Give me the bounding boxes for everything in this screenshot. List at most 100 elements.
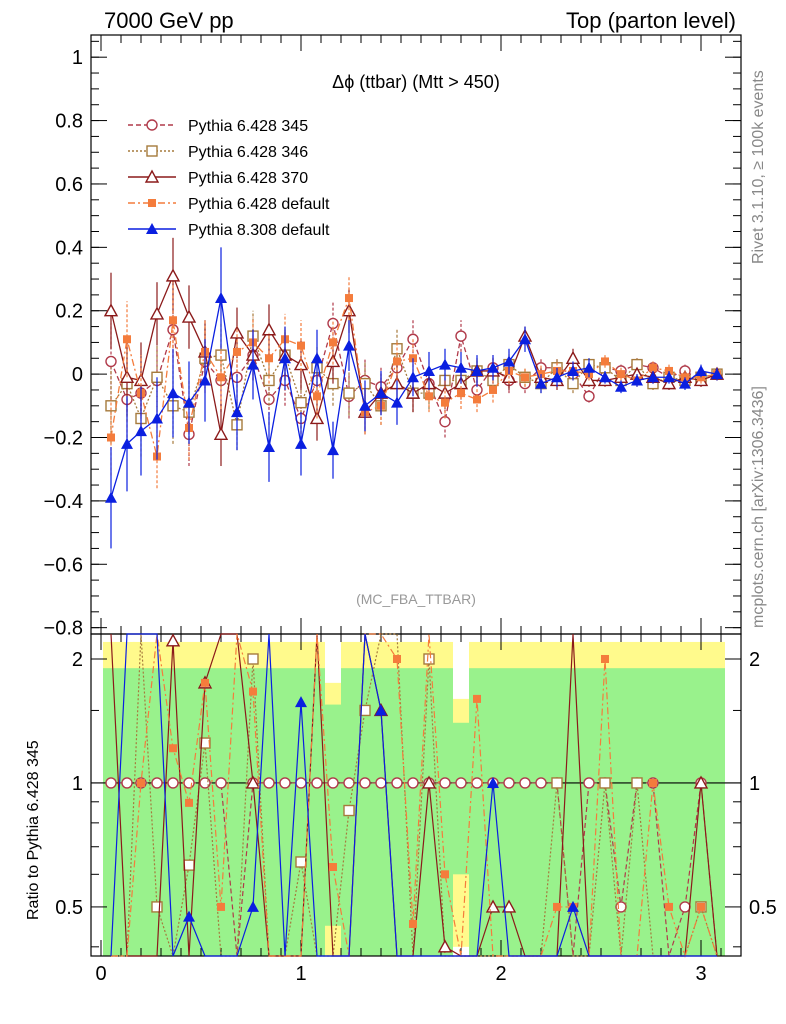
- data-point: [535, 377, 547, 389]
- ratio-point: [245, 775, 261, 789]
- data-point: [649, 363, 657, 372]
- data-point: [295, 396, 307, 409]
- ratio-y-tick-label: 1: [72, 773, 83, 795]
- ratio-point: [151, 901, 163, 913]
- ratio-point: [501, 899, 517, 913]
- band-inner: [229, 668, 245, 956]
- legend: Pythia 6.428 345 Pythia 6.428 346 Pythia 6…: [128, 118, 330, 239]
- data-point: [181, 309, 197, 323]
- band-inner: [709, 668, 725, 956]
- band-inner: [119, 668, 135, 956]
- data-point: [423, 364, 435, 376]
- y-tick-label: −0.2: [44, 428, 83, 450]
- data-point: [121, 437, 133, 449]
- legend-marker: [148, 199, 156, 207]
- ratio-point: [199, 777, 211, 789]
- band-inner: [261, 668, 277, 956]
- band-inner: [485, 668, 501, 956]
- ratio-series-3: [111, 633, 718, 958]
- data-point: [441, 398, 449, 407]
- x-tick-label: 1: [295, 963, 306, 985]
- ratio-line: [110, 633, 717, 957]
- band-inner: [213, 668, 229, 956]
- data-point: [359, 399, 371, 411]
- data-point: [487, 361, 499, 373]
- ratio-point: [199, 737, 211, 749]
- data-point: [343, 387, 355, 399]
- band-inner: [309, 668, 325, 956]
- ratio-point: [693, 775, 709, 789]
- ratio-point: [247, 653, 259, 665]
- data-point: [215, 349, 227, 361]
- x-tick-label: 2: [495, 963, 506, 985]
- data-point: [135, 425, 147, 437]
- data-point: [601, 357, 609, 366]
- band-inner: [629, 668, 645, 956]
- ratio-point: [151, 777, 163, 789]
- band-inner: [103, 668, 119, 956]
- ratio-point: [393, 654, 401, 663]
- data-point: [407, 333, 419, 345]
- ratio-point: [665, 902, 673, 911]
- data-point: [199, 374, 211, 386]
- series-2: [103, 237, 725, 467]
- data-point: [167, 387, 179, 399]
- ratio-point: [697, 902, 705, 911]
- data-point: [217, 373, 225, 382]
- ratio-point: [649, 778, 657, 787]
- ratio-point: [311, 777, 323, 789]
- band-inner: [277, 668, 293, 956]
- data-point: [489, 385, 497, 394]
- data-point: [583, 361, 595, 373]
- band-inner: [133, 668, 149, 956]
- ratio-point: [407, 777, 419, 789]
- ratio-point: [473, 694, 481, 703]
- ratio-point: [215, 777, 227, 789]
- data-point: [455, 361, 467, 373]
- band-inner: [453, 722, 469, 875]
- band-inner: [325, 704, 341, 926]
- y-tick-label: −0.6: [44, 554, 83, 576]
- band-inner: [517, 668, 533, 956]
- data-point: [583, 390, 595, 403]
- ratio-point: [167, 777, 179, 789]
- data-point: [231, 406, 243, 418]
- ratio-y-tick-label: 2: [72, 649, 83, 671]
- data-point: [329, 338, 337, 347]
- band-inner: [565, 668, 581, 956]
- data-point: [105, 355, 117, 368]
- ratio-point: [391, 777, 403, 789]
- ratio-point: [599, 777, 611, 789]
- main-series: [103, 237, 725, 549]
- band-inner: [613, 668, 629, 956]
- ratio-point: [263, 777, 275, 789]
- ratio-point: [137, 778, 145, 787]
- ratio-line: [111, 633, 718, 957]
- data-point: [457, 389, 465, 398]
- ratio-point: [583, 777, 595, 789]
- ratio-point: [279, 777, 291, 789]
- data-point: [263, 374, 275, 387]
- band-inner: [597, 668, 613, 956]
- ratio-point: [679, 901, 691, 913]
- band-inner: [661, 668, 677, 956]
- data-point: [679, 377, 691, 389]
- ratio-point: [421, 775, 437, 789]
- data-point: [265, 354, 273, 363]
- ratio-point: [455, 777, 467, 789]
- legend-marker: [144, 169, 160, 183]
- data-point: [183, 396, 195, 408]
- ratio-y-tick-label-right: 1: [749, 773, 760, 795]
- data-point: [439, 358, 451, 370]
- data-point: [617, 370, 625, 379]
- ratio-point: [471, 777, 483, 789]
- ratio-uncertainty-bands: [103, 641, 725, 956]
- data-point: [313, 392, 321, 401]
- ratio-point: [503, 777, 515, 789]
- data-point: [215, 292, 227, 304]
- band-inner: [693, 668, 709, 956]
- data-point: [521, 373, 529, 382]
- ratio-point: [519, 777, 531, 789]
- data-point: [165, 268, 181, 282]
